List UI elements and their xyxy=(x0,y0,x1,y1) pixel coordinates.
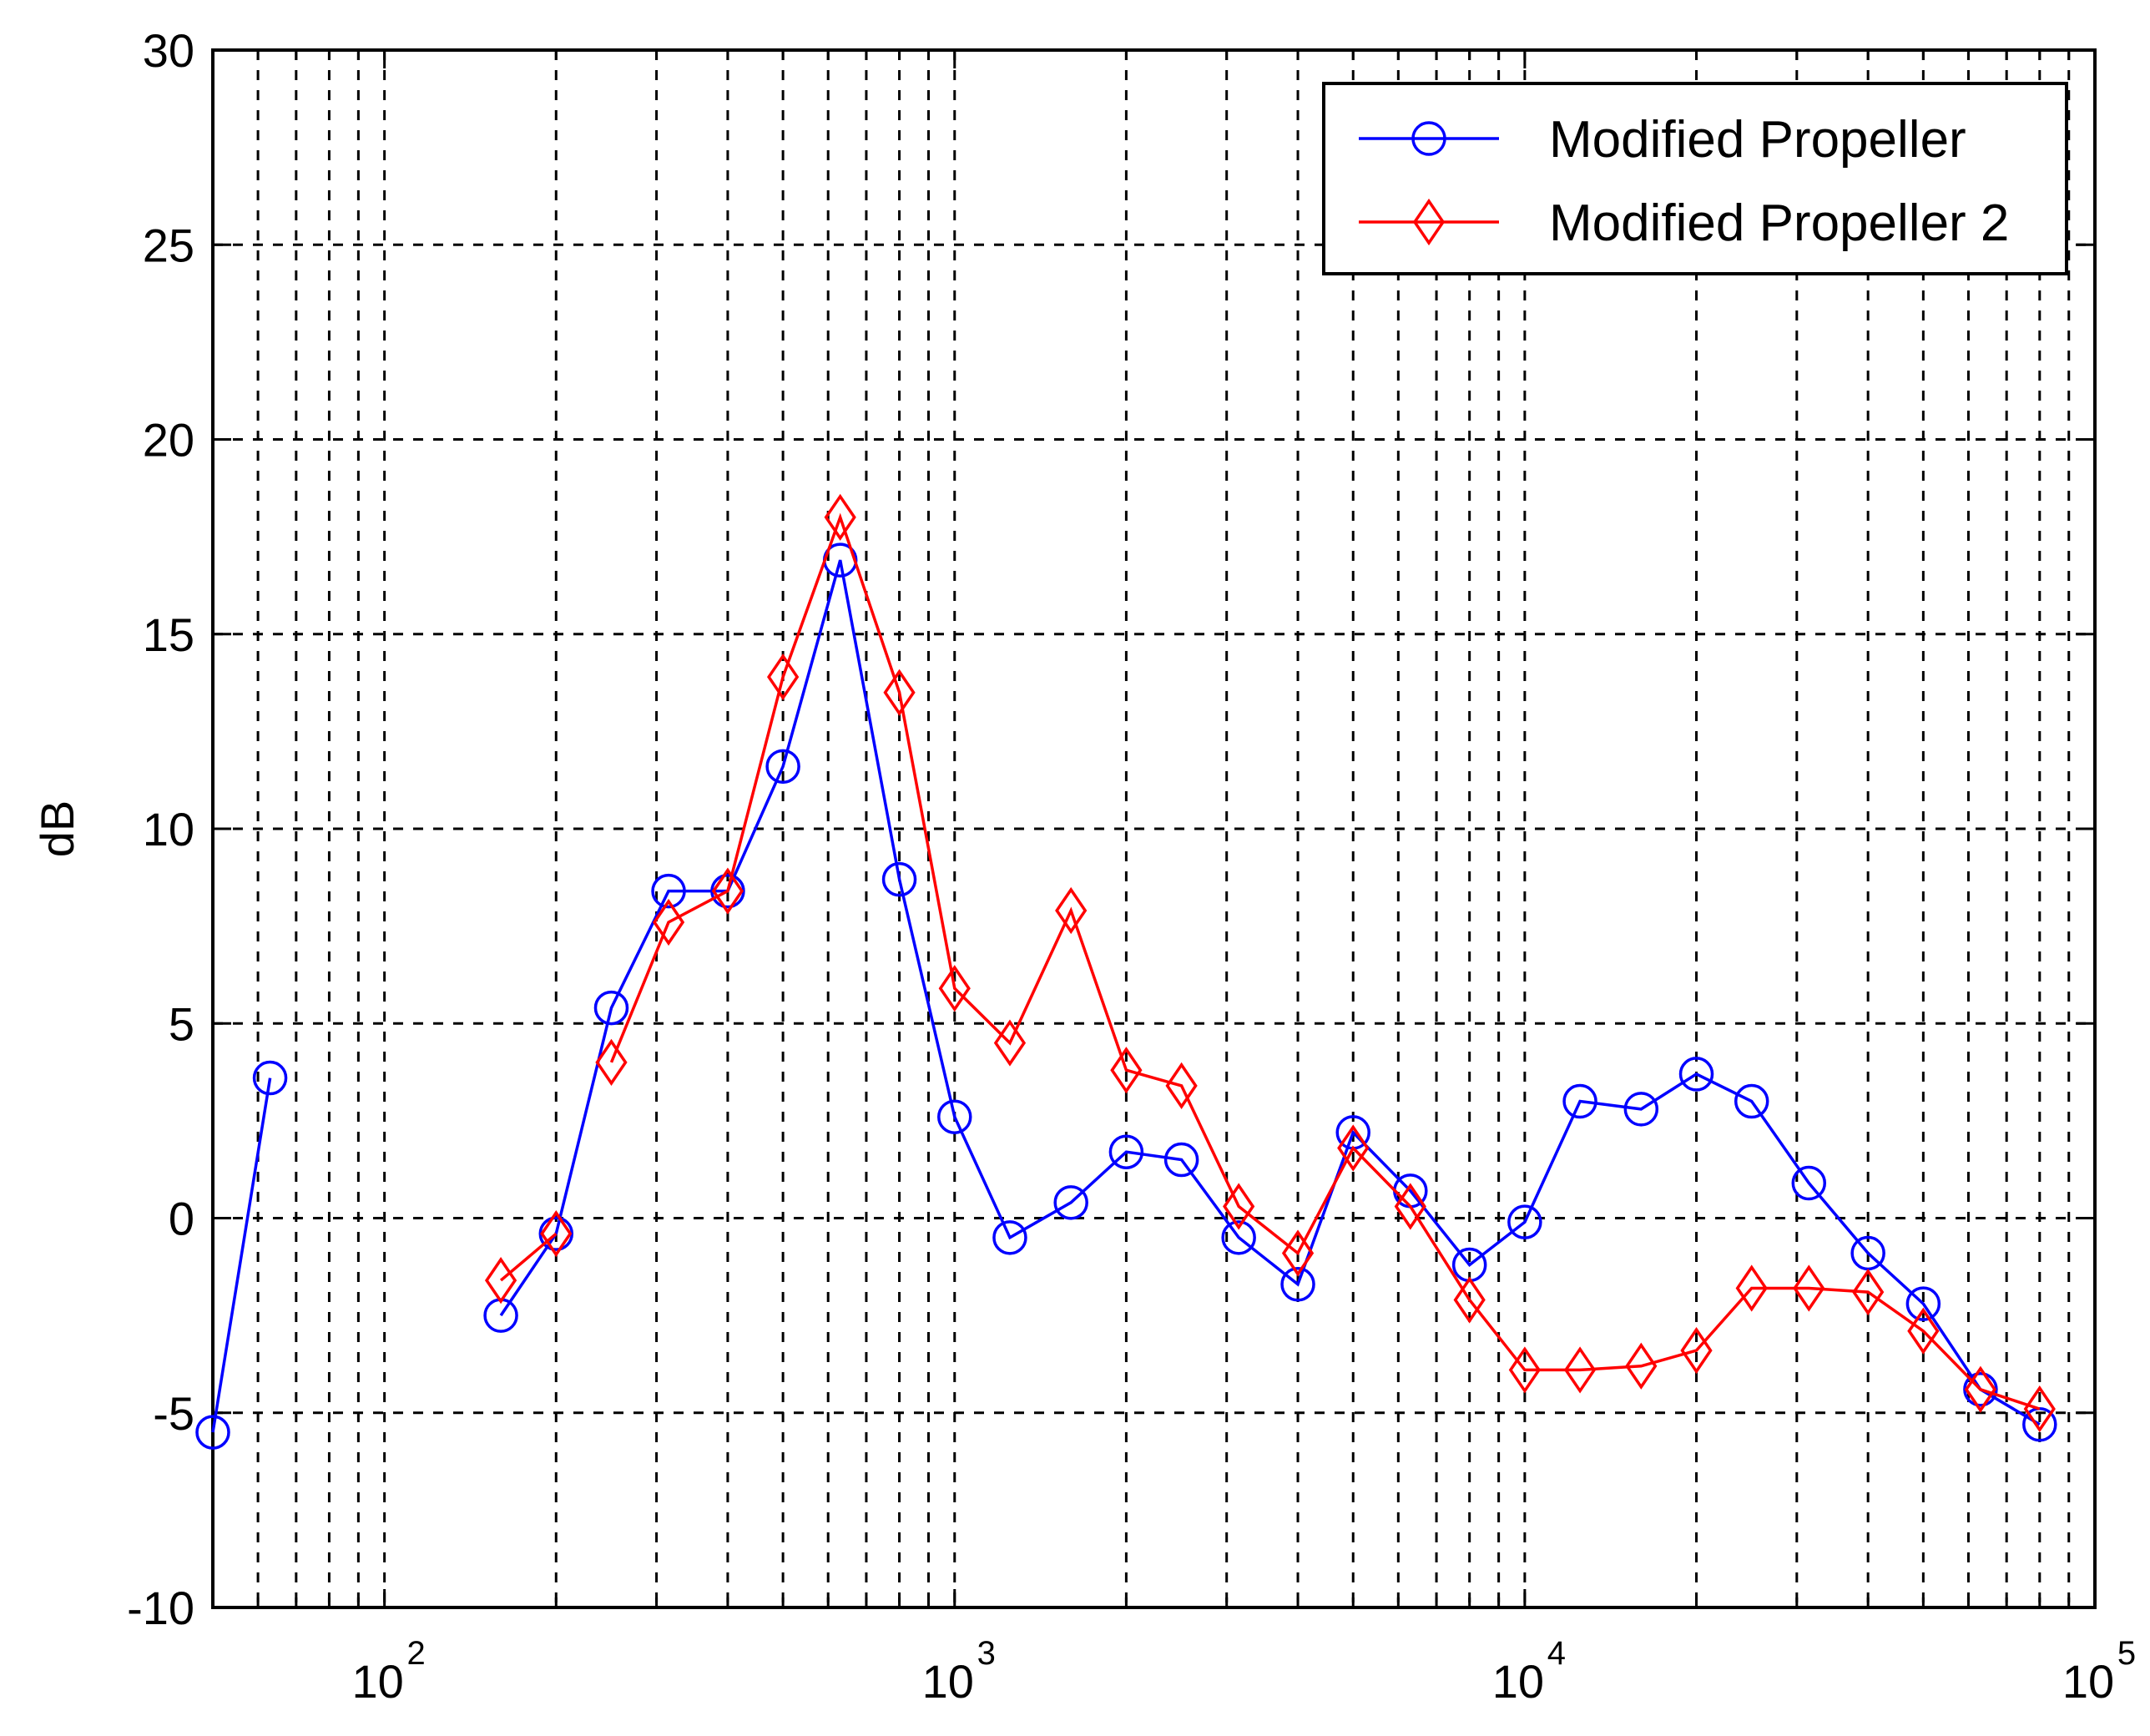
x-tick-exponent: 5 xyxy=(2117,1635,2136,1672)
data-point-diamond xyxy=(652,898,685,946)
x-tick-label: 10 xyxy=(351,1655,403,1708)
data-point-diamond xyxy=(540,1210,573,1258)
data-point-diamond xyxy=(938,965,971,1012)
x-tick-label: 10 xyxy=(1492,1655,1544,1708)
y-tick-label: 0 xyxy=(169,1193,194,1245)
series-line xyxy=(211,1077,272,1433)
data-point-diamond xyxy=(1508,1346,1541,1394)
data-point-diamond xyxy=(1563,1346,1597,1394)
legend-box xyxy=(1322,82,2068,275)
data-point-circle xyxy=(651,873,686,909)
series-line xyxy=(609,512,2041,1410)
series-layer xyxy=(195,493,2057,1450)
data-point-diamond xyxy=(595,1038,628,1087)
y-tick-label: 5 xyxy=(169,997,194,1050)
y-tick-label: -5 xyxy=(153,1387,194,1440)
x-tick-label: 10 xyxy=(922,1655,974,1708)
data-point-circle xyxy=(593,990,629,1026)
data-point-diamond xyxy=(484,1257,517,1305)
y-tick-label: 10 xyxy=(143,803,194,855)
data-point-circle xyxy=(1108,1134,1144,1169)
data-point-diamond xyxy=(1055,886,1088,935)
x-tick-exponent: 3 xyxy=(977,1635,996,1672)
y-tick-label: -10 xyxy=(127,1582,194,1634)
data-point-circle xyxy=(1411,121,1446,156)
data-point-diamond xyxy=(1852,1269,1885,1316)
data-point-diamond xyxy=(1281,1229,1315,1277)
data-point-circle xyxy=(1905,1286,1941,1321)
data-point-diamond xyxy=(824,493,856,541)
data-point-diamond xyxy=(1680,1326,1713,1375)
y-axis-label: dB xyxy=(31,800,83,858)
legend: Modified Propeller Modified Propeller 2 xyxy=(1322,82,2068,275)
data-point-circle xyxy=(252,1060,288,1096)
x-tick-exponent: 4 xyxy=(1547,1635,1566,1672)
series-modified-propeller-2 xyxy=(484,493,2056,1433)
data-point-circle xyxy=(765,749,800,785)
data-point-circle xyxy=(1678,1057,1714,1092)
data-point-diamond xyxy=(1453,1276,1486,1324)
data-point-diamond xyxy=(1394,1183,1426,1230)
data-point-circle xyxy=(1562,1083,1597,1119)
data-point-diamond xyxy=(1907,1307,1940,1355)
data-point-circle xyxy=(1791,1165,1827,1201)
data-point-circle xyxy=(1053,1185,1088,1220)
data-point-circle xyxy=(1734,1083,1769,1119)
data-point-circle xyxy=(195,1415,230,1450)
y-tick-label: 25 xyxy=(143,219,194,271)
y-tick-label: 20 xyxy=(143,414,194,467)
data-point-circle xyxy=(1280,1267,1315,1302)
data-point-circle xyxy=(937,1099,972,1134)
y-tick-label: 15 xyxy=(143,608,194,661)
data-point-circle xyxy=(1163,1142,1199,1178)
legend-item: Modified Propeller xyxy=(1359,111,1966,169)
legend-label: Modified Propeller 2 xyxy=(1549,194,2009,252)
data-point-diamond xyxy=(1964,1365,1997,1413)
data-point-diamond xyxy=(1735,1264,1768,1312)
data-point-circle xyxy=(1221,1220,1256,1255)
data-point-diamond xyxy=(1223,1183,1255,1230)
y-tick-label: 30 xyxy=(143,24,194,77)
legend-label: Modified Propeller xyxy=(1549,111,1966,169)
data-point-diamond xyxy=(1337,1124,1370,1172)
data-point-circle xyxy=(881,861,917,897)
data-point-diamond xyxy=(2023,1385,2056,1433)
data-point-diamond xyxy=(1793,1264,1825,1312)
data-point-diamond xyxy=(711,867,744,915)
data-point-circle xyxy=(1507,1204,1542,1239)
data-point-diamond xyxy=(1110,1047,1143,1094)
x-tick-label: 10 xyxy=(2062,1655,2114,1708)
data-point-diamond xyxy=(767,653,800,701)
data-point-circle xyxy=(1623,1092,1659,1127)
data-point-diamond xyxy=(1625,1342,1658,1390)
data-point-diamond xyxy=(1165,1062,1198,1110)
data-point-diamond xyxy=(993,1019,1027,1067)
legend-item: Modified Propeller 2 xyxy=(1359,194,2009,252)
x-tick-exponent: 2 xyxy=(407,1635,426,1672)
grid-layer xyxy=(213,50,2095,1607)
data-point-circle xyxy=(483,1298,518,1333)
series-line xyxy=(499,559,2041,1426)
data-point-circle xyxy=(992,1220,1027,1255)
data-point-diamond xyxy=(1412,198,1446,246)
data-point-diamond xyxy=(883,669,916,716)
